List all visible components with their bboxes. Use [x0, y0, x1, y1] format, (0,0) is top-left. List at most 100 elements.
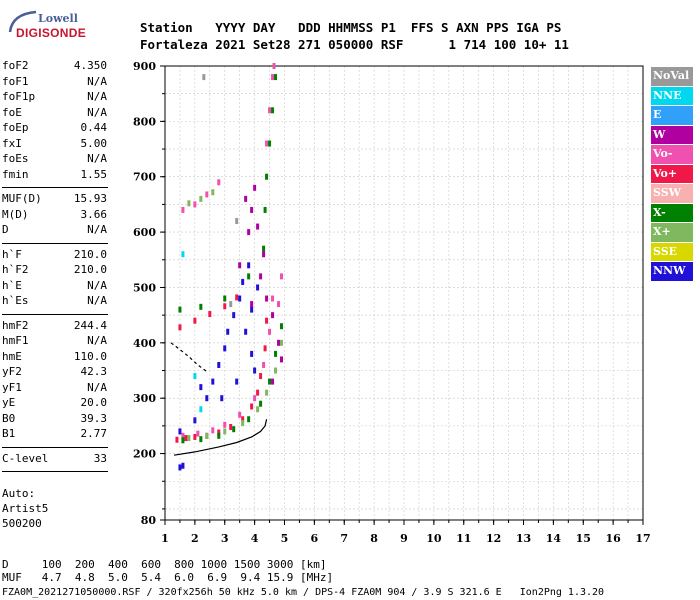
- param-row: foEs N/A: [2, 151, 107, 167]
- echo-point: [271, 378, 275, 385]
- echo-point: [223, 295, 227, 302]
- echo-point: [265, 389, 269, 396]
- echo-point: [199, 195, 203, 202]
- echo-point: [271, 312, 275, 319]
- param-value: 15.93: [73, 192, 107, 205]
- param-row: h`Es N/A: [2, 293, 107, 309]
- param-separator: [2, 313, 108, 315]
- echo-point: [193, 317, 197, 324]
- echo-point: [280, 356, 284, 363]
- param-key: h`E: [2, 278, 22, 292]
- echo-point: [232, 426, 236, 433]
- echo-point: [202, 74, 206, 81]
- param-key: yF1: [2, 380, 22, 394]
- header-values: Fortaleza 2021 Set28 271 050000 RSF 1 71…: [140, 37, 569, 52]
- echo-point: [253, 184, 257, 191]
- echo-point: [277, 301, 281, 308]
- param-value: N/A: [87, 278, 107, 292]
- param-row: yF2 42.3: [2, 364, 107, 380]
- legend: NoVal NNE E W Vo- Vo+ SSW X- X+ SSE NNW: [651, 67, 693, 282]
- echo-point: [178, 306, 182, 313]
- echo-point: [229, 301, 233, 308]
- echo-point: [259, 400, 263, 407]
- echo-point: [274, 74, 278, 81]
- param-key: MUF(D): [2, 192, 42, 205]
- echo-point: [241, 420, 245, 427]
- echo-point: [199, 436, 203, 443]
- echo-point: [211, 189, 215, 196]
- param-row: hmF2 244.4: [2, 318, 107, 334]
- echo-point: [199, 384, 203, 391]
- param-row: B1 2.77: [2, 426, 107, 442]
- x-tick-label: 1: [161, 532, 169, 545]
- x-tick-label: 13: [516, 532, 531, 545]
- echo-point: [181, 206, 185, 213]
- echo-point: [271, 107, 275, 114]
- x-tick-label: 5: [281, 532, 289, 545]
- echo-point: [223, 345, 227, 352]
- echo-point: [262, 251, 266, 258]
- echo-point: [229, 423, 233, 430]
- echo-point: [271, 74, 275, 81]
- param-row: C-level 33: [2, 451, 107, 467]
- param-value: 1.55: [80, 167, 108, 181]
- param-row: hmF1 N/A: [2, 333, 107, 349]
- param-value: 0.44: [80, 121, 108, 134]
- param-value: 2.77: [80, 427, 108, 440]
- param-row: B0 39.3: [2, 411, 107, 427]
- param-value: 42.3: [80, 365, 108, 378]
- muf-row: MUF 4.7 4.8 5.0 5.4 6.0 6.9 9.4 15.9 [MH…: [2, 571, 334, 584]
- footer-info: FZA0M_2021271050000.RSF / 320fx256h 50 k…: [2, 587, 605, 598]
- echo-point: [244, 195, 248, 202]
- echo-point: [205, 191, 209, 198]
- param-value: 39.3: [80, 411, 108, 425]
- param-row: h`E N/A: [2, 278, 107, 294]
- legend-item: X-: [651, 203, 693, 222]
- param-row: M(D) 3.66: [2, 207, 107, 223]
- echo-point: [250, 301, 254, 308]
- param-value: 210.0: [73, 247, 107, 261]
- param-row: foF1 N/A: [2, 74, 107, 90]
- param-key: B1: [2, 427, 16, 440]
- echo-point: [196, 430, 200, 437]
- x-tick-label: 16: [605, 532, 621, 545]
- echo-point: [184, 435, 188, 442]
- echo-point: [193, 373, 197, 380]
- x-tick-label: 7: [340, 532, 348, 545]
- echo-point: [244, 328, 248, 335]
- echo-point: [256, 284, 260, 291]
- param-value: 33: [93, 451, 107, 465]
- echo-point: [223, 421, 227, 428]
- param-value: N/A: [87, 90, 107, 103]
- param-key: hmF1: [2, 334, 29, 347]
- echo-point: [235, 218, 239, 225]
- echo-point: [238, 262, 242, 269]
- legend-item: NNE: [651, 86, 693, 105]
- param-row: D N/A: [2, 222, 107, 238]
- auto-code: 500200: [2, 517, 42, 530]
- echo-point: [247, 416, 251, 423]
- param-value: N/A: [87, 223, 107, 236]
- echo-point: [178, 324, 182, 331]
- echo-point: [268, 328, 272, 335]
- echo-point: [199, 303, 203, 310]
- param-value: 20.0: [80, 396, 108, 409]
- param-value: 110.0: [73, 349, 107, 363]
- y-tick-label: 500: [133, 281, 156, 294]
- header-labels: Station YYYY DAY DDD HHMMSS P1 FFS S AXN…: [140, 20, 562, 35]
- logo-digisonde-text: DIGISONDE: [16, 26, 87, 40]
- param-value: N/A: [87, 334, 107, 347]
- profile-line: [170, 342, 208, 373]
- param-value: 5.00: [80, 136, 108, 150]
- echo-point: [274, 367, 278, 374]
- param-key: foEp: [2, 121, 29, 134]
- echo-point: [268, 378, 272, 385]
- echo-point: [268, 140, 272, 147]
- param-key: hmE: [2, 349, 22, 363]
- echo-point: [259, 373, 263, 380]
- echo-point: [247, 262, 251, 269]
- param-row: foEp 0.44: [2, 120, 107, 136]
- param-key: foE: [2, 105, 22, 119]
- param-row: h`F 210.0: [2, 247, 107, 263]
- echo-point: [274, 350, 278, 357]
